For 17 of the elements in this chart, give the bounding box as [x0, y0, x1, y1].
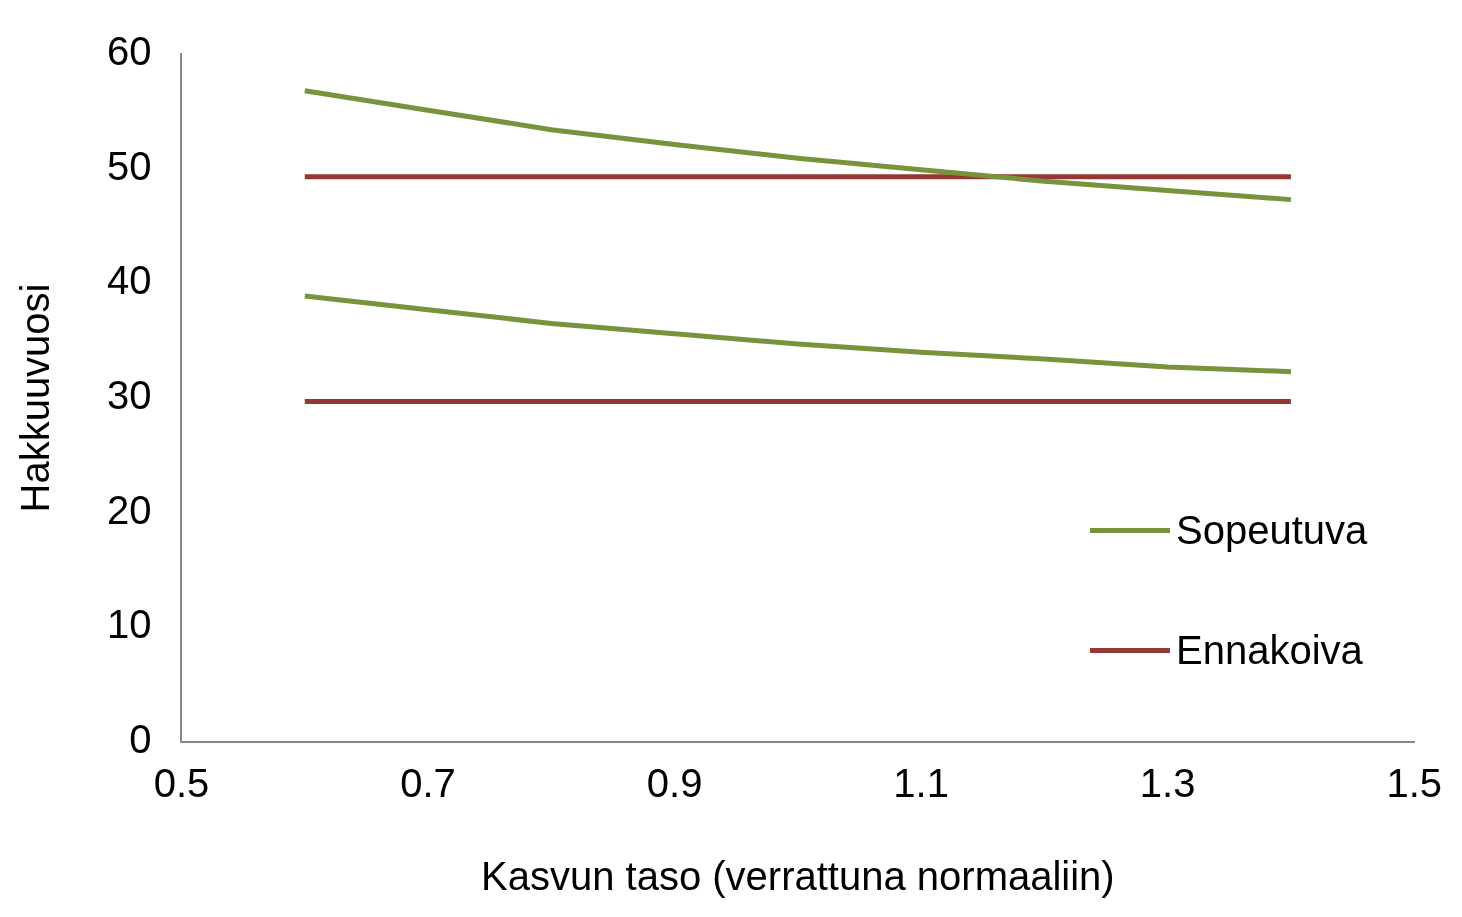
- x-tick-label: 1.3: [1139, 761, 1196, 806]
- x-tick-label: 0.9: [646, 761, 703, 806]
- y-tick-label: 30: [106, 373, 152, 418]
- y-tick-label: 60: [106, 29, 152, 74]
- x-axis-title: Kasvun taso (verrattuna normaaliin): [481, 854, 1115, 899]
- y-tick-label: 50: [106, 143, 152, 188]
- x-tick-label: 1.1: [893, 761, 949, 806]
- y-axis-title: Hakkuuvuosi: [13, 283, 58, 513]
- x-tick-label: 1.5: [1386, 761, 1442, 806]
- legend-label: Sopeutuva: [1176, 507, 1368, 553]
- x-tick-label: 0.7: [400, 761, 456, 806]
- y-tick-label: 20: [106, 487, 152, 532]
- legend-label: Ennakoiva: [1176, 627, 1363, 673]
- y-tick-label: 40: [106, 258, 152, 303]
- y-tick-label: 0: [129, 717, 152, 762]
- y-tick-label: 10: [106, 602, 152, 647]
- x-tick-label: 0.5: [153, 761, 210, 806]
